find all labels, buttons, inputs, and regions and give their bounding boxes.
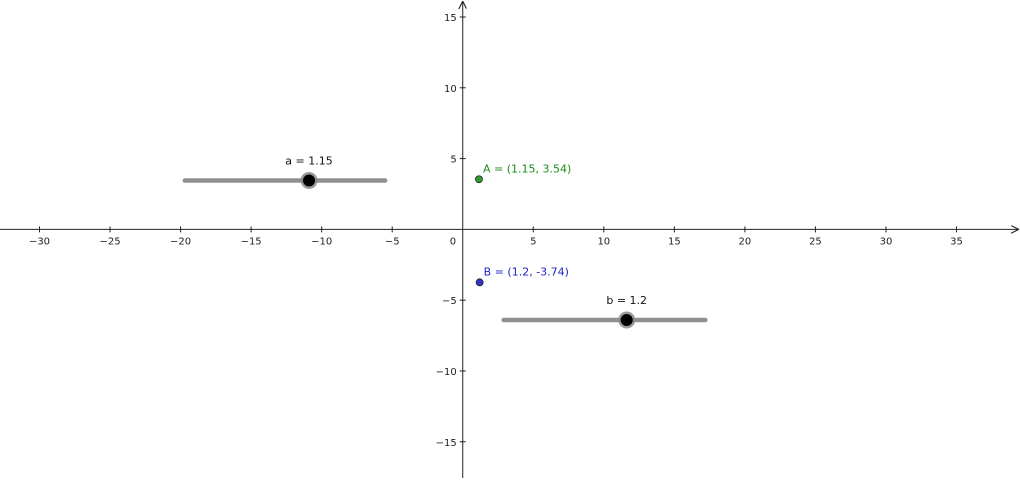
x-tick-label: 10 (597, 236, 610, 247)
x-tick-label: −25 (99, 236, 120, 247)
y-tick-label: −5 (442, 296, 457, 307)
x-tick-label: −30 (29, 236, 50, 247)
x-tick-label: 15 (668, 236, 681, 247)
slider-label-a: a = 1.15 (285, 155, 332, 168)
slider-b[interactable]: b = 1.2 (501, 294, 708, 329)
x-tick-label: −5 (385, 236, 400, 247)
sliders-layer: a = 1.15 b = 1.2 (182, 155, 708, 329)
x-tick-label: 25 (809, 236, 822, 247)
point-label-A: A = (1.15, 3.54) (483, 162, 571, 175)
point-A[interactable]: A = (1.15, 3.54) (475, 162, 571, 184)
x-tick-label: 35 (950, 236, 963, 247)
x-tick-label: 20 (739, 236, 752, 247)
x-axis-ticks: −30 −25 −20 −15 −10 −5 5 10 15 20 25 30 35 (29, 226, 963, 247)
x-tick-label: −15 (241, 236, 262, 247)
slider-a[interactable]: a = 1.15 (182, 155, 388, 190)
x-tick-label: −10 (311, 236, 332, 247)
point-marker-A[interactable] (475, 175, 483, 184)
points-layer: A = (1.15, 3.54) B = (1.2, -3.74) (475, 162, 571, 287)
y-tick-label: −10 (436, 367, 457, 378)
origin-label: 0 (450, 236, 456, 247)
x-tick-label: −20 (170, 236, 191, 247)
x-tick-label: 5 (530, 236, 536, 247)
point-B[interactable]: B = (1.2, -3.74) (475, 265, 569, 287)
slider-knob-b[interactable] (620, 314, 633, 326)
slider-label-b: b = 1.2 (606, 294, 647, 307)
slider-knob-a[interactable] (303, 174, 316, 187)
x-tick-label: 30 (880, 236, 893, 247)
point-label-B: B = (1.2, -3.74) (484, 265, 569, 278)
y-tick-label: 5 (450, 155, 456, 166)
y-tick-label: 15 (444, 13, 457, 24)
y-tick-label: 10 (444, 84, 457, 95)
y-tick-label: −15 (436, 438, 457, 449)
y-axis-ticks: 15 10 5 −5 −10 −15 (436, 13, 466, 449)
point-marker-B[interactable] (475, 278, 484, 287)
